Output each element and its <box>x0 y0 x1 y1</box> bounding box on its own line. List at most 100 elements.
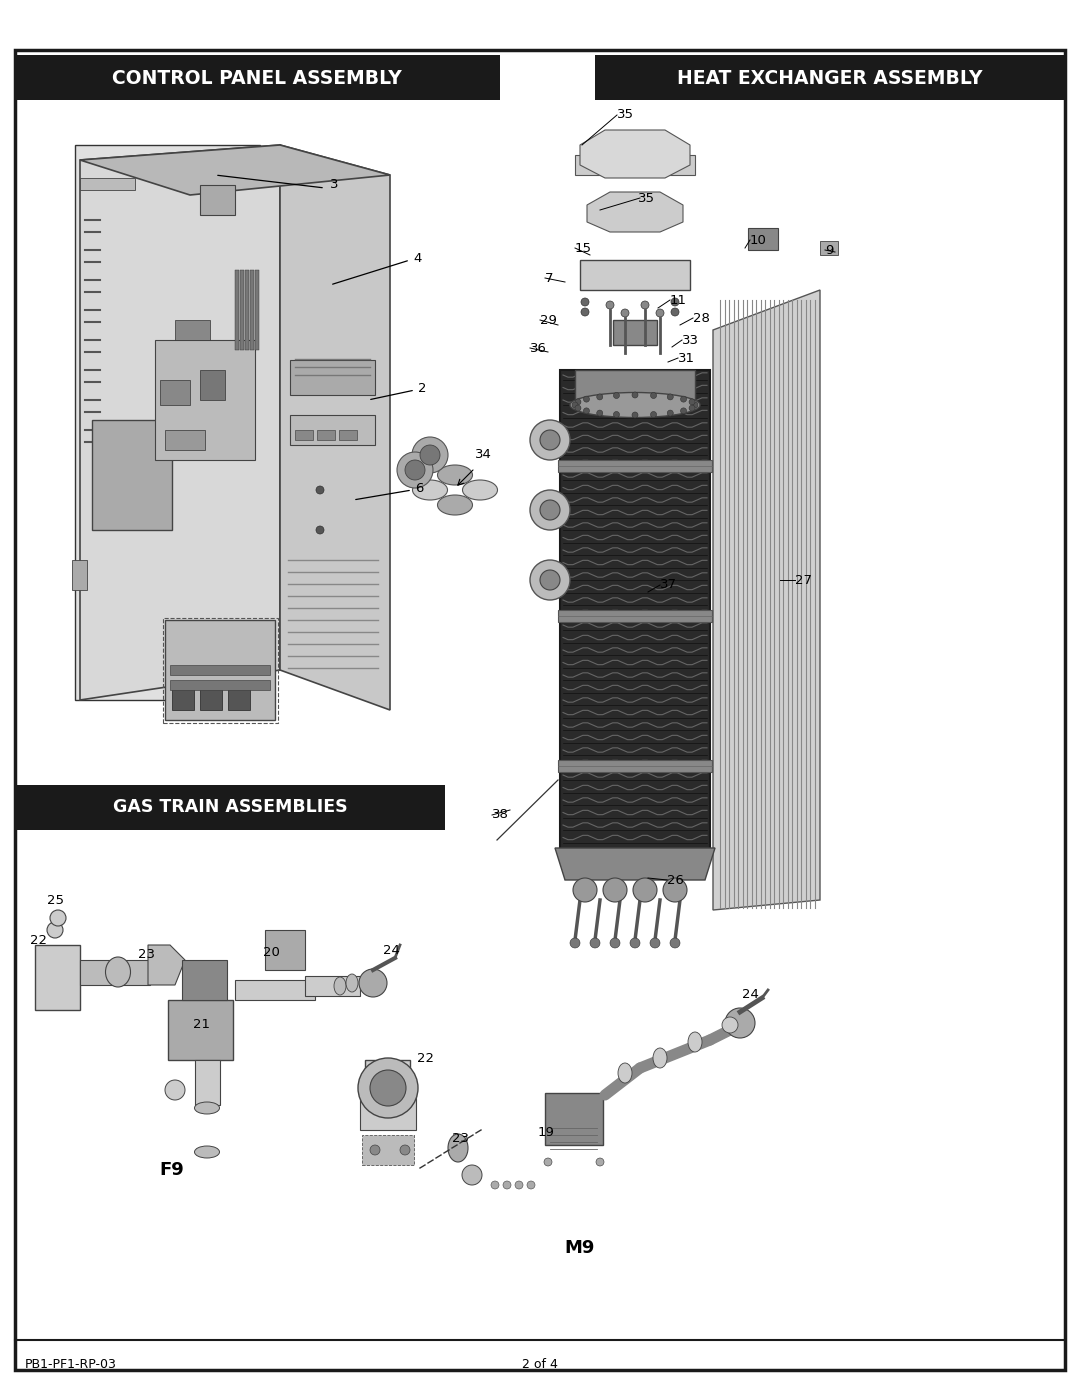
Bar <box>575 155 696 175</box>
Circle shape <box>316 486 324 495</box>
Text: 23: 23 <box>138 949 156 961</box>
Circle shape <box>583 408 590 414</box>
Bar <box>15 54 500 101</box>
Circle shape <box>583 397 590 402</box>
Bar <box>561 370 710 849</box>
Ellipse shape <box>688 1032 702 1052</box>
Circle shape <box>596 1158 604 1166</box>
Circle shape <box>581 298 589 306</box>
Circle shape <box>632 393 638 398</box>
Circle shape <box>680 408 687 414</box>
Circle shape <box>397 453 433 488</box>
Circle shape <box>515 1180 523 1189</box>
Text: GAS TRAIN ASSEMBLIES: GAS TRAIN ASSEMBLIES <box>112 798 348 816</box>
Bar <box>318 430 335 440</box>
Bar <box>240 270 244 351</box>
Text: 26: 26 <box>667 873 684 887</box>
Bar <box>165 430 205 450</box>
Text: 25: 25 <box>46 894 64 907</box>
Ellipse shape <box>346 974 357 992</box>
Bar <box>235 270 239 351</box>
Text: 34: 34 <box>475 448 491 461</box>
Circle shape <box>570 937 580 949</box>
Text: 7: 7 <box>545 271 554 285</box>
Bar <box>168 1000 233 1060</box>
Circle shape <box>613 393 620 398</box>
Circle shape <box>689 400 696 405</box>
Ellipse shape <box>334 977 346 995</box>
Bar <box>265 930 305 970</box>
Circle shape <box>503 1180 511 1189</box>
Bar <box>80 177 135 190</box>
Bar <box>165 620 275 719</box>
Circle shape <box>491 1180 499 1189</box>
Text: 6: 6 <box>415 482 423 495</box>
Bar <box>575 370 696 400</box>
Bar <box>362 1134 414 1165</box>
Text: 28: 28 <box>693 312 710 324</box>
Polygon shape <box>365 1060 410 1115</box>
Circle shape <box>603 877 627 902</box>
Text: 19: 19 <box>538 1126 555 1139</box>
Bar <box>72 560 87 590</box>
Polygon shape <box>80 145 280 700</box>
Bar <box>295 430 313 440</box>
Polygon shape <box>588 191 683 232</box>
Text: 9: 9 <box>825 243 834 257</box>
Circle shape <box>650 393 657 398</box>
Circle shape <box>540 500 561 520</box>
Bar <box>80 960 150 985</box>
Text: F9: F9 <box>160 1161 185 1179</box>
Text: 11: 11 <box>670 293 687 306</box>
Text: CONTROL PANEL ASSEMBLY: CONTROL PANEL ASSEMBLY <box>112 68 402 88</box>
Ellipse shape <box>194 1146 219 1158</box>
Text: 20: 20 <box>264 946 280 958</box>
Circle shape <box>400 1146 410 1155</box>
Text: 38: 38 <box>492 809 509 821</box>
Text: 23: 23 <box>453 1132 469 1144</box>
Circle shape <box>411 437 448 474</box>
Text: 2 of 4: 2 of 4 <box>522 1358 558 1372</box>
Ellipse shape <box>194 1102 219 1113</box>
Ellipse shape <box>106 957 131 988</box>
Bar <box>183 960 227 1000</box>
Circle shape <box>357 1058 418 1118</box>
Circle shape <box>642 300 649 309</box>
Circle shape <box>671 298 679 306</box>
Bar <box>235 981 315 1000</box>
Ellipse shape <box>437 465 473 485</box>
Text: HEAT EXCHANGER ASSEMBLY: HEAT EXCHANGER ASSEMBLY <box>677 68 983 88</box>
Text: 24: 24 <box>383 943 400 957</box>
Polygon shape <box>580 130 690 177</box>
Bar <box>580 260 690 291</box>
Ellipse shape <box>462 481 498 500</box>
Circle shape <box>462 1165 482 1185</box>
Text: 29: 29 <box>540 313 557 327</box>
Polygon shape <box>75 145 260 700</box>
Circle shape <box>632 412 638 418</box>
Text: 3: 3 <box>330 179 338 191</box>
Circle shape <box>723 1017 738 1032</box>
Bar <box>613 320 657 345</box>
Bar <box>163 617 278 724</box>
Circle shape <box>650 937 660 949</box>
Text: M9: M9 <box>565 1239 595 1257</box>
Bar <box>255 270 259 351</box>
Circle shape <box>667 394 673 400</box>
Text: 37: 37 <box>660 578 677 591</box>
Polygon shape <box>148 944 185 985</box>
Bar <box>156 339 255 460</box>
Bar <box>595 54 1065 101</box>
Text: 36: 36 <box>530 341 546 355</box>
Circle shape <box>165 1080 185 1099</box>
Bar <box>305 977 360 996</box>
Circle shape <box>530 490 570 529</box>
Text: PB1-PF1-RP-03: PB1-PF1-RP-03 <box>25 1358 117 1372</box>
Ellipse shape <box>618 1063 632 1083</box>
Bar <box>200 682 222 710</box>
Text: 10: 10 <box>750 233 767 246</box>
Bar <box>558 610 712 622</box>
Circle shape <box>650 412 657 418</box>
Circle shape <box>590 937 600 949</box>
Circle shape <box>621 309 629 317</box>
